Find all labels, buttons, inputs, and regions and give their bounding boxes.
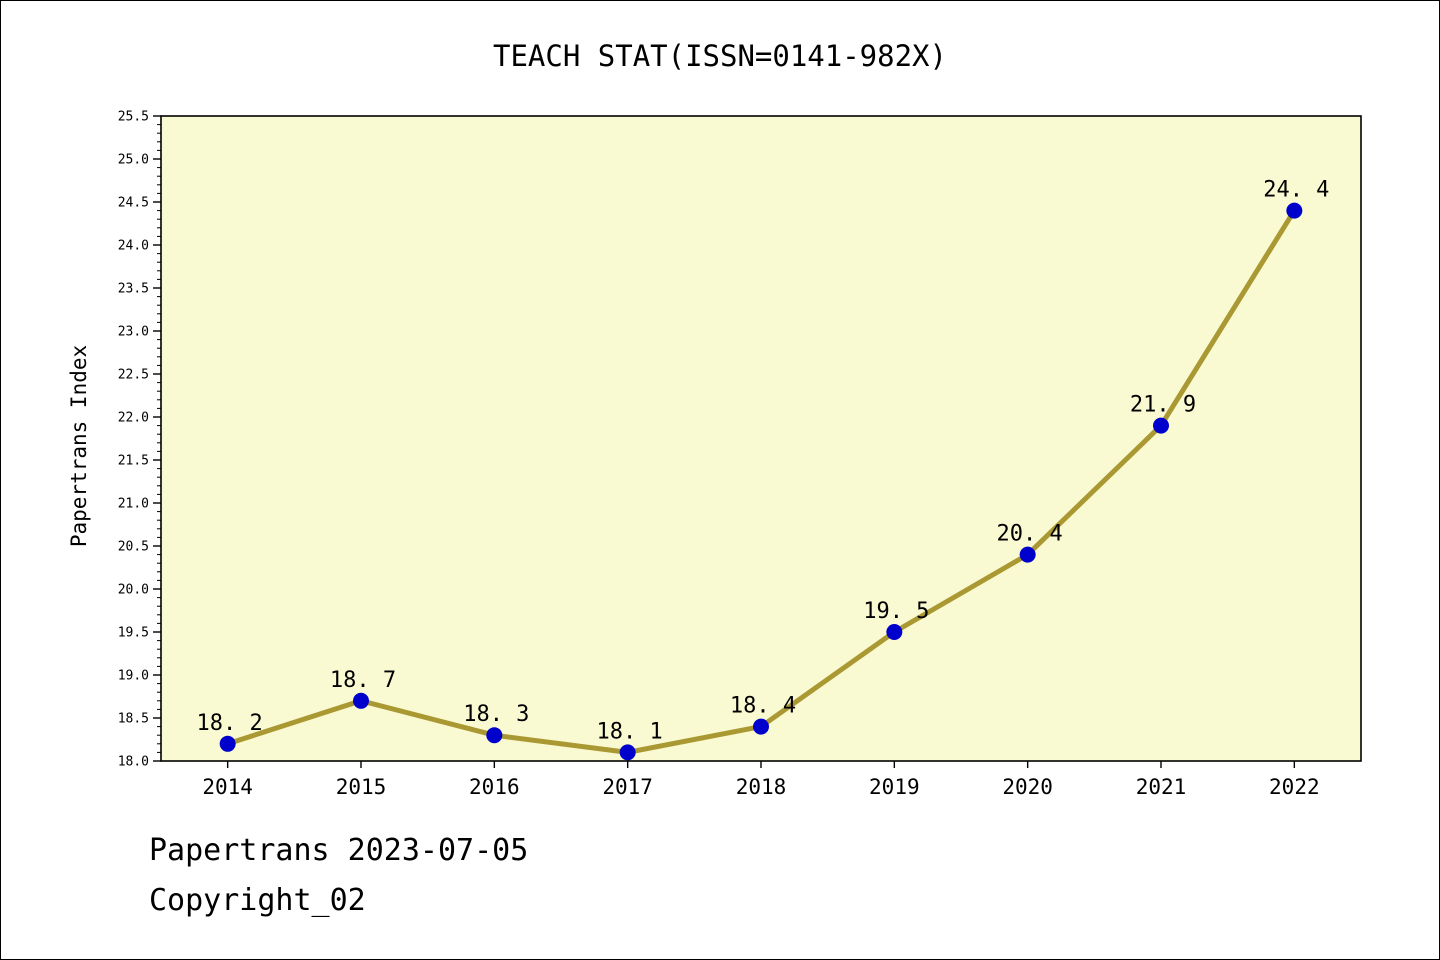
y-tick-label: 20.5 bbox=[118, 540, 149, 555]
x-tick-label: 2020 bbox=[1002, 775, 1053, 799]
y-tick-label: 18.0 bbox=[118, 755, 149, 770]
y-tick-label: 24.0 bbox=[118, 239, 149, 254]
point-label: 18. 4 bbox=[730, 694, 796, 719]
plot-area bbox=[161, 116, 1361, 761]
data-point bbox=[1286, 202, 1303, 219]
point-label: 18. 7 bbox=[330, 668, 396, 693]
y-tick-label: 19.5 bbox=[118, 626, 149, 641]
y-tick-label: 23.5 bbox=[118, 282, 149, 297]
y-tick-label: 22.0 bbox=[118, 411, 149, 426]
x-tick-label: 2022 bbox=[1269, 775, 1320, 799]
x-tick-label: 2014 bbox=[202, 775, 253, 799]
data-point bbox=[753, 718, 769, 735]
data-point bbox=[886, 624, 903, 640]
x-tick-label: 2018 bbox=[736, 775, 787, 799]
data-point bbox=[486, 727, 503, 744]
y-tick-label: 22.5 bbox=[118, 368, 149, 383]
x-tick-label: 2019 bbox=[869, 775, 920, 799]
y-tick-label: 25.0 bbox=[118, 153, 149, 168]
x-tick-label: 2017 bbox=[602, 775, 653, 799]
point-label: 21. 9 bbox=[1130, 393, 1196, 418]
y-tick-label: 21.0 bbox=[118, 497, 149, 512]
y-axis-title: Papertrans Index bbox=[67, 344, 91, 548]
y-tick-label: 19.0 bbox=[118, 669, 149, 684]
data-point bbox=[619, 744, 636, 761]
x-tick-label: 2016 bbox=[469, 775, 520, 799]
point-label: 19. 5 bbox=[863, 599, 929, 624]
point-label: 24. 4 bbox=[1263, 178, 1329, 203]
x-tick-label: 2021 bbox=[1136, 775, 1187, 799]
chart-title: TEACH STAT(ISSN=0141-982X) bbox=[493, 39, 947, 73]
x-tick-label: 2015 bbox=[336, 775, 387, 799]
data-point bbox=[219, 735, 236, 752]
point-label: 18. 1 bbox=[597, 719, 663, 744]
footer-date: Papertrans 2023-07-05 bbox=[149, 833, 529, 868]
data-point bbox=[353, 692, 369, 709]
footer-copyright: Copyright_02 bbox=[149, 883, 366, 918]
y-tick-label: 18.5 bbox=[118, 712, 149, 727]
data-point bbox=[1019, 546, 1036, 563]
y-tick-label: 24.5 bbox=[118, 196, 149, 211]
y-tick-label: 21.5 bbox=[118, 454, 149, 469]
point-label: 20. 4 bbox=[997, 522, 1063, 547]
point-label: 18. 3 bbox=[463, 702, 529, 727]
y-tick-label: 20.0 bbox=[118, 583, 149, 598]
point-label: 18. 2 bbox=[197, 711, 263, 736]
plot-border bbox=[160, 115, 1362, 762]
y-tick-label: 23.0 bbox=[118, 325, 149, 340]
data-point bbox=[1153, 417, 1169, 434]
y-tick-label: 25.5 bbox=[118, 110, 149, 125]
